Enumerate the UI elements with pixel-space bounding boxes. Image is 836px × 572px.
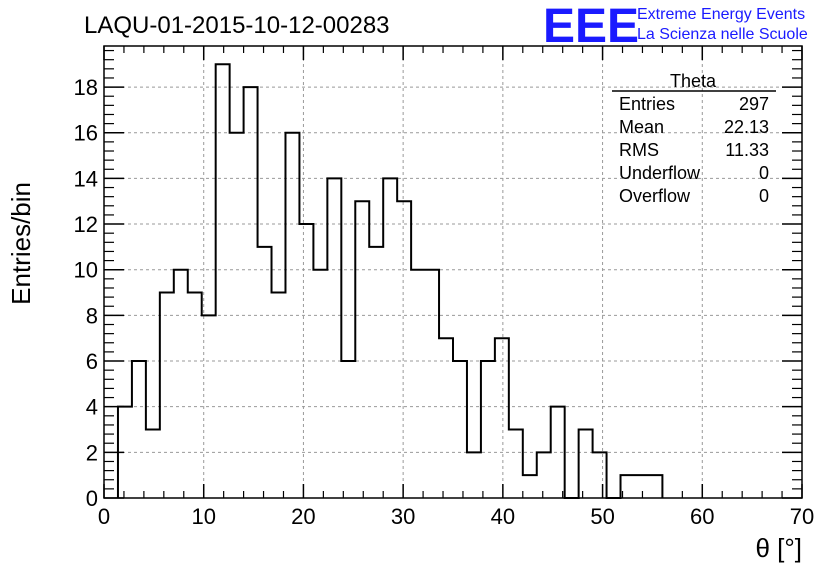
- histogram-bin: [509, 430, 523, 498]
- plot-frame: [103, 45, 803, 499]
- logo-line-1: Extreme Energy Events: [637, 6, 805, 23]
- histogram-bin: [439, 338, 453, 498]
- y-tick-label: 2: [86, 440, 98, 465]
- y-tick-labels: 0 2 4 6 8 10 12 14 16 18: [74, 75, 98, 511]
- histogram-bin: [648, 475, 662, 498]
- stats-value: 0: [759, 186, 769, 206]
- histogram-bin: [453, 361, 467, 498]
- histogram-bin: [579, 430, 593, 498]
- histogram-bin: [369, 247, 383, 498]
- logo-line-2: La Scienza nelle Scuole: [637, 26, 808, 43]
- x-tick-label: 40: [491, 504, 515, 529]
- x-tick-label: 50: [590, 504, 614, 529]
- x-axis-title: θ [°]: [755, 533, 802, 563]
- histogram-bin: [230, 133, 244, 498]
- y-axis-title: Entries/bin: [6, 182, 36, 305]
- y-tick-label: 8: [86, 303, 98, 328]
- logo-mark: EEE: [543, 0, 639, 53]
- histogram-bin: [551, 407, 565, 498]
- histogram-bin: [341, 361, 355, 498]
- stats-label: Mean: [619, 117, 664, 137]
- stats-label: Entries: [619, 94, 675, 114]
- grid-lines: [104, 46, 802, 498]
- stats-value: 297: [739, 94, 769, 114]
- histogram-bin: [202, 315, 216, 498]
- histogram-bin: [397, 201, 411, 498]
- histogram-bin: [174, 270, 188, 498]
- histogram-outline: [116, 63, 664, 499]
- histogram-bin: [425, 270, 439, 498]
- histogram-bin: [258, 247, 272, 498]
- stats-label: RMS: [619, 140, 659, 160]
- histogram-bin: [244, 87, 258, 498]
- y-tick-label: 4: [86, 395, 98, 420]
- x-tick-label: 10: [191, 504, 215, 529]
- histogram-bin: [467, 452, 481, 498]
- y-tick-label: 6: [86, 349, 98, 374]
- histogram-bin: [188, 293, 202, 498]
- histogram-bin: [537, 452, 551, 498]
- y-tick-label: 10: [74, 258, 98, 283]
- y-tick-label: 14: [74, 166, 98, 191]
- x-tick-label: 70: [790, 504, 814, 529]
- histogram-bin: [411, 270, 425, 498]
- histogram-bin: [593, 452, 607, 498]
- histogram-bin: [160, 293, 174, 498]
- histogram-bin: [634, 475, 648, 498]
- chart-title: LAQU-01-2015-10-12-00283: [84, 12, 390, 39]
- stats-title: Theta: [670, 71, 717, 91]
- x-tick-label: 60: [690, 504, 714, 529]
- stats-label: Overflow: [619, 186, 691, 206]
- histogram-bin: [272, 293, 286, 498]
- histogram-bin: [481, 361, 495, 498]
- histogram-bin: [523, 475, 537, 498]
- histogram-bin: [495, 338, 509, 498]
- histogram-bin: [146, 430, 160, 498]
- histogram-bin: [383, 178, 397, 498]
- x-tick-label: 20: [291, 504, 315, 529]
- stats-label: Underflow: [619, 163, 701, 183]
- histogram-bin: [216, 64, 230, 498]
- x-tick-labels: 0 10 20 30 40 50 60 70: [98, 504, 814, 529]
- histogram-bin: [355, 201, 369, 498]
- x-tick-label: 30: [391, 504, 415, 529]
- eee-logo: EEE Extreme Energy Events La Scienza nel…: [543, 0, 808, 53]
- histogram-bin: [313, 270, 327, 498]
- stats-value: 0: [759, 163, 769, 183]
- histogram-bin: [118, 407, 132, 498]
- stats-rows: Entries 297 Mean 22.13 RMS 11.33 Underflow 0 Ove…: [619, 94, 769, 206]
- y-tick-label: 12: [74, 212, 98, 237]
- stats-box: Theta Entries 297 Mean 22.13 RMS 11.33 Underfl…: [612, 71, 776, 206]
- histogram-bin: [621, 475, 635, 498]
- y-tick-label: 16: [74, 121, 98, 146]
- histogram-bin: [299, 224, 313, 498]
- histogram-bin: [285, 133, 299, 498]
- stats-value: 22.13: [724, 117, 769, 137]
- x-tick-label: 0: [98, 504, 110, 529]
- axis-ticks: [103, 46, 803, 499]
- histogram-bin: [132, 361, 146, 498]
- y-tick-label: 0: [86, 486, 98, 511]
- y-tick-label: 18: [74, 75, 98, 100]
- histogram-bins: [118, 64, 662, 498]
- histogram-bin: [327, 178, 341, 498]
- stats-value: 11.33: [725, 140, 769, 160]
